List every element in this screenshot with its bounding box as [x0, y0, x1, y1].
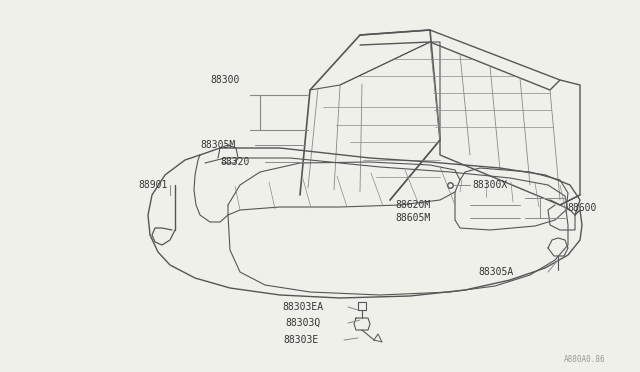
- Text: 88605M: 88605M: [395, 213, 430, 223]
- Text: A880A0.86: A880A0.86: [563, 356, 605, 365]
- Text: 88300X: 88300X: [472, 180, 508, 190]
- Text: 88901: 88901: [138, 180, 168, 190]
- Text: 88600: 88600: [567, 203, 596, 213]
- Text: 88300: 88300: [210, 75, 239, 85]
- Text: 88305M: 88305M: [200, 140, 236, 150]
- Text: 88303EA: 88303EA: [282, 302, 323, 312]
- Text: 88303E: 88303E: [283, 335, 318, 345]
- Text: 88303Q: 88303Q: [285, 318, 320, 328]
- Text: 88620M: 88620M: [395, 200, 430, 210]
- Text: 88305A: 88305A: [478, 267, 513, 277]
- Text: 88320: 88320: [220, 157, 250, 167]
